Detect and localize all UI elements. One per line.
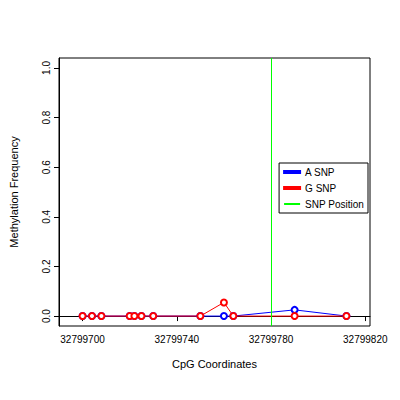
svg-text:G SNP: G SNP — [305, 183, 336, 194]
svg-text:32799740: 32799740 — [155, 334, 200, 345]
svg-text:0.8: 0.8 — [41, 110, 52, 124]
svg-text:SNP Position: SNP Position — [305, 199, 364, 210]
svg-text:Methylation Frequency: Methylation Frequency — [8, 136, 20, 248]
svg-text:32799820: 32799820 — [343, 334, 388, 345]
svg-text:0.2: 0.2 — [41, 259, 52, 273]
svg-text:CpG Coordinates: CpG Coordinates — [172, 358, 257, 370]
svg-text:32799700: 32799700 — [60, 334, 105, 345]
svg-text:1.0: 1.0 — [41, 61, 52, 75]
svg-text:0.4: 0.4 — [41, 209, 52, 223]
svg-text:32799780: 32799780 — [249, 334, 294, 345]
svg-text:A SNP: A SNP — [305, 167, 335, 178]
svg-text:0.6: 0.6 — [41, 160, 52, 174]
svg-text:0.0: 0.0 — [41, 309, 52, 323]
